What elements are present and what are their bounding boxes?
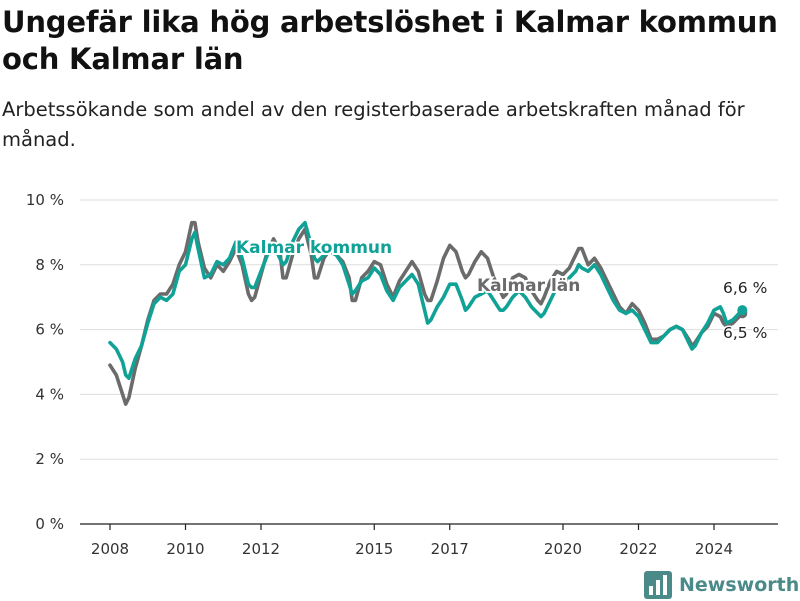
- x-tick-label: 2024: [695, 540, 733, 558]
- x-tick-label: 2010: [166, 540, 204, 558]
- y-tick-label: 6 %: [35, 321, 64, 339]
- x-tick-label: 2012: [242, 540, 280, 558]
- series-label-kommun: Kalmar kommun: [236, 238, 392, 258]
- y-tick-label: 10 %: [26, 191, 64, 209]
- grid: [80, 199, 778, 525]
- page-subtitle: Arbetssökande som andel av den registerb…: [2, 98, 745, 151]
- page-title: Ungefär lika hög arbetslöshet i Kalmar k…: [2, 5, 778, 76]
- series-end-dot: [737, 305, 748, 316]
- x-axis: 2008 2010 2012 2015 2017 2020 2022 2024: [91, 524, 733, 558]
- end-label-lan: 6,5 %: [723, 324, 767, 342]
- x-tick-label: 2015: [355, 540, 393, 558]
- brand: Newsworthy: [643, 569, 800, 601]
- end-label-kommun: 6,6 %: [723, 279, 767, 297]
- y-tick-label: 4 %: [35, 385, 64, 403]
- brand-name: Newsworthy: [679, 574, 800, 596]
- y-axis: 0 % 2 % 4 % 6 % 8 % 10 %: [26, 191, 64, 533]
- x-tick-label: 2022: [619, 540, 657, 558]
- x-tick-label: 2008: [91, 540, 129, 558]
- series-group: [108, 220, 748, 406]
- y-tick-label: 8 %: [35, 256, 64, 274]
- x-tick-label: 2017: [431, 540, 469, 558]
- series-line-kommun: [108, 220, 745, 380]
- labels-group: Kalmar län Kalmar kommun 6,6 % 6,5 %: [234, 236, 769, 344]
- x-tick-label: 2020: [544, 540, 582, 558]
- series-label-lan: Kalmar län: [477, 276, 580, 296]
- bar-chart-logo-icon: [644, 571, 672, 599]
- y-tick-label: 2 %: [35, 450, 64, 468]
- y-tick-label: 0 %: [35, 515, 64, 533]
